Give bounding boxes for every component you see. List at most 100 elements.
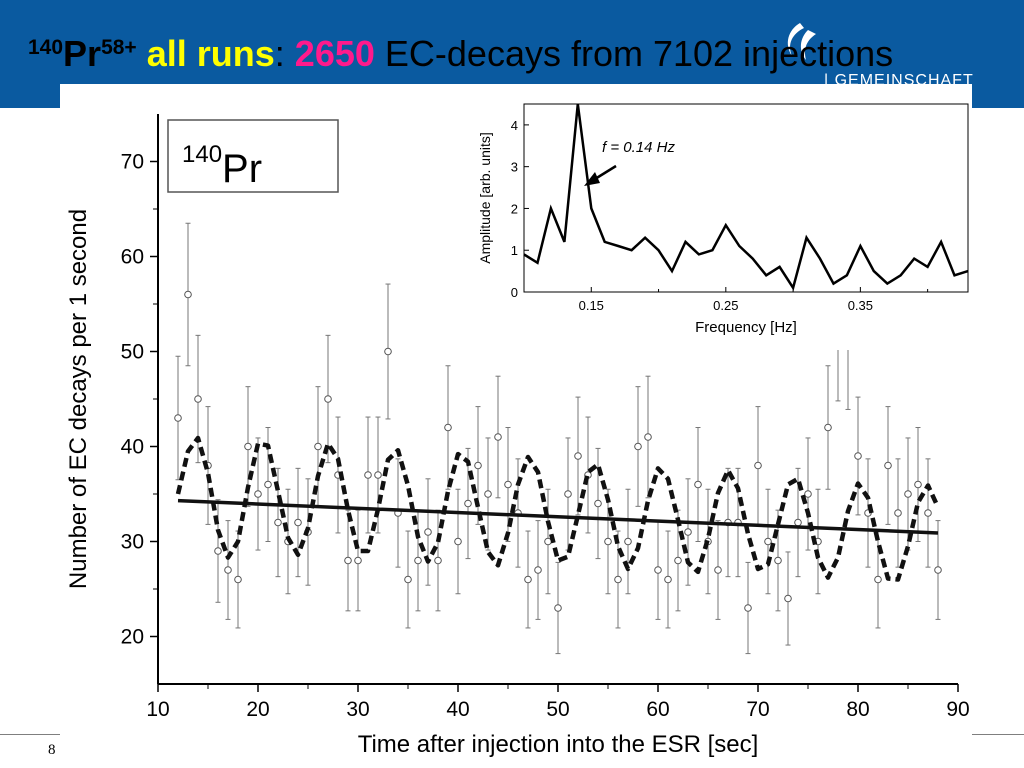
data-point — [374, 471, 382, 479]
annotation-arrow-head — [584, 172, 600, 186]
inset-x-tick-label: 0.15 — [579, 298, 604, 313]
data-point — [554, 604, 562, 612]
x-tick-label: 30 — [346, 698, 369, 721]
data-point — [914, 480, 922, 489]
inset-x-tick-label: 0.25 — [713, 298, 738, 313]
y-tick-label: 20 — [121, 626, 144, 649]
inset-y-axis-label: Amplitude [arb. units] — [477, 132, 493, 264]
title-all-runs: all runs — [146, 33, 275, 74]
data-point — [214, 547, 222, 555]
exponential-fit-line — [177, 498, 939, 535]
data-point — [654, 566, 662, 574]
helmholtz-logo-icon — [787, 23, 816, 60]
data-point — [444, 423, 452, 432]
data-point — [694, 480, 702, 489]
data-point — [604, 537, 612, 546]
data-point — [754, 461, 762, 470]
data-point — [894, 509, 902, 517]
data-point — [644, 433, 652, 441]
inset-y-tick-label: 1 — [511, 243, 518, 258]
isotope-label-element: Pr — [222, 147, 262, 191]
x-tick-label: 80 — [846, 698, 869, 721]
data-point — [294, 518, 302, 527]
y-tick-label: 40 — [121, 436, 144, 459]
x-tick-label: 50 — [546, 698, 569, 721]
data-point — [174, 414, 182, 422]
data-point — [764, 537, 772, 546]
x-tick-label: 70 — [746, 698, 769, 721]
page-number: 8 — [48, 742, 56, 758]
data-point — [504, 480, 512, 489]
inset-x-tick-label: 0.35 — [848, 298, 873, 313]
data-point — [824, 423, 832, 432]
isotope-label-mass: 140 — [182, 141, 222, 168]
data-point — [934, 566, 942, 574]
inset-x-axis-label: Frequency [Hz] — [695, 319, 797, 336]
data-point — [674, 556, 682, 565]
data-point — [714, 566, 722, 574]
title-colon: : — [274, 33, 285, 74]
title-rest: EC-decays from 7102 injections — [384, 33, 894, 74]
data-point — [804, 490, 812, 498]
data-point — [274, 518, 282, 527]
data-point — [624, 537, 632, 546]
y-tick-label: 50 — [121, 341, 144, 364]
x-tick-label: 40 — [446, 698, 469, 721]
x-tick-label: 20 — [246, 698, 269, 721]
data-point — [234, 575, 242, 584]
data-point — [684, 528, 692, 536]
inset-y-tick-label: 3 — [511, 160, 518, 175]
data-point — [404, 575, 412, 584]
data-point — [424, 528, 432, 536]
chart-panel: 10 20 30 40 50 60 70 80 90 20 30 40 50 60 70 Time after… — [60, 84, 972, 764]
data-point — [494, 433, 502, 441]
data-point — [924, 509, 932, 517]
data-point — [484, 490, 492, 498]
data-point — [784, 594, 792, 603]
inset-y-tick-label: 2 — [511, 201, 518, 216]
data-point — [634, 442, 642, 451]
data-point — [854, 452, 862, 460]
data-point — [314, 442, 322, 451]
data-point — [464, 499, 472, 508]
data-point — [414, 556, 422, 565]
title-charge: 58+ — [101, 36, 137, 59]
data-point — [884, 461, 892, 470]
isotope-label-box — [167, 119, 339, 193]
data-point — [184, 290, 192, 299]
data-point — [254, 490, 262, 498]
data-point — [874, 575, 882, 584]
data-point — [774, 556, 782, 565]
x-tick-label: 60 — [646, 698, 669, 721]
y-axis-label: Number of EC decays per 1 second — [65, 209, 92, 589]
title-mass-number: 140 — [28, 36, 64, 59]
x-tick-label: 10 — [146, 698, 169, 721]
amplitude-spectrum-line — [523, 103, 969, 291]
data-point — [564, 490, 572, 498]
title-element: Pr — [63, 33, 102, 74]
data-point — [664, 575, 672, 584]
inset-y-tick-label: 0 — [511, 285, 518, 300]
inset-background — [470, 88, 972, 350]
annotation-arrow-shaft — [594, 164, 617, 181]
isotope-label: 140Pr — [182, 141, 262, 191]
data-point — [474, 461, 482, 470]
inset-y-tick-label: 4 — [511, 118, 518, 133]
data-point — [574, 452, 582, 460]
data-point — [794, 518, 802, 527]
y-tick-label: 70 — [121, 151, 144, 174]
frequency-annotation: f = 0.14 Hz — [602, 139, 675, 156]
title-decay-count: 2650 — [294, 33, 375, 74]
data-point — [614, 575, 622, 584]
inset-frame — [523, 103, 969, 293]
y-tick-label: 60 — [121, 246, 144, 269]
data-point — [244, 442, 252, 451]
data-point — [454, 537, 462, 546]
data-point — [224, 566, 232, 574]
data-point — [534, 566, 542, 574]
data-point — [434, 556, 442, 565]
oscillation-fit-line — [175, 435, 941, 582]
data-point — [364, 471, 372, 479]
data-point — [194, 395, 202, 403]
